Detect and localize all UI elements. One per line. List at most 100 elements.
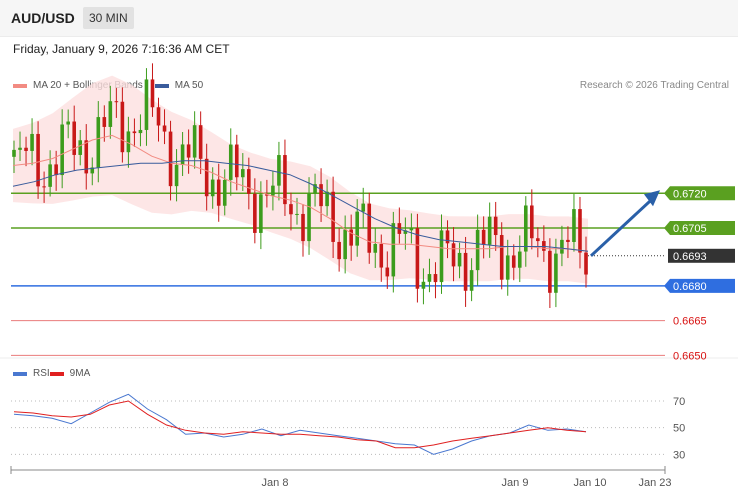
candle-body [241,169,245,178]
rsi-swatch [13,371,27,376]
candle-body [493,216,498,236]
candle-body [150,79,155,108]
candle-body [451,243,456,267]
candle-body [84,140,89,174]
candle-body [228,144,233,180]
candle-body [469,270,474,291]
candle-body [102,117,107,127]
candle-body [186,144,191,158]
candle-body [433,274,438,283]
rsi-legend: RSI 9MA [13,368,90,379]
candle-body [48,164,52,187]
candle-body [445,230,450,244]
ma9-swatch [49,371,64,376]
candle-body [523,205,528,252]
candle-body [60,124,64,176]
candle-body [554,253,558,293]
candle-body [463,252,468,291]
candle-body [337,241,341,260]
candle-body [168,131,173,187]
candle-body [114,101,119,103]
candle-body [216,179,221,206]
candle-body [439,230,444,283]
rsi-tick-label: 50 [673,423,685,435]
candle-body [343,229,347,260]
candle-body [247,169,251,194]
candle-body [277,155,281,186]
candle-body [283,155,287,205]
candle-body [566,239,570,242]
candle-body [319,184,323,207]
rsi-ma9-line [13,400,587,449]
candle-body [584,252,588,275]
x-tick-label: Jan 10 [573,477,606,489]
rsi-tick-label: 70 [673,396,685,408]
support-label: 0.6665 [673,316,707,328]
timestamp: Friday, January 9, 2026 7:16:36 AM CET [13,42,230,56]
forecast-arrow-shaft [589,198,654,257]
candle-body [174,164,179,187]
candle-body [379,244,384,268]
candle-body [542,241,546,251]
candle-body [72,121,77,155]
x-tick-label: Jan 9 [502,477,529,489]
resistance-tag-bg [664,221,735,235]
ma20-swatch [13,83,27,88]
rsi-legend-label: RSI [33,368,50,379]
candle-body [96,117,101,168]
support-label: 0.6650 [673,350,707,362]
x-tick-label: Jan 8 [262,477,289,489]
candle-body [373,244,378,253]
ma50-line [12,160,589,252]
candle-body [481,229,486,245]
candle-body [517,251,522,268]
credit-text: Research © 2026 Trading Central [579,80,729,91]
candle-body [301,213,305,242]
symbol-title: AUD/USD [11,10,75,26]
candle-body [511,255,516,268]
candle-body [138,129,143,134]
candle-body [24,147,28,151]
candle-body [126,131,131,153]
candle-body [42,186,46,188]
candle-body [331,191,335,242]
pivot-tag-text: 0.6680 [673,281,707,293]
candle-body [499,235,504,280]
ma20-line [12,134,589,252]
candle-body [210,179,215,197]
resistance-tag-text: 0.6705 [673,223,707,235]
candle-body [475,229,480,271]
rsi-line [13,393,587,455]
candle-body [204,158,209,197]
timeframe-badge[interactable]: 30 MIN [83,7,134,29]
candle-body [144,79,149,130]
candle-body [361,203,366,212]
candle-body [325,191,329,207]
current-price-tag-text: 0.6693 [673,251,707,263]
candle-body [18,147,22,150]
candle-body [198,125,203,159]
candle-body [78,140,83,155]
ma50-swatch [154,83,169,88]
pivot-tag-bg [664,278,735,293]
ma9-legend-label: 9MA [69,368,91,379]
candle-body [30,133,34,151]
candle-body [12,149,16,157]
candle-body [54,164,58,176]
chart-header: AUD/USD 30 MIN [0,0,738,37]
candle-body [222,179,227,206]
candle-body [367,203,372,253]
candle-body [536,238,540,242]
candle-body [307,193,311,242]
candle-body [391,223,396,277]
candle-body [415,228,420,289]
candle-body [403,230,408,234]
candle-body [355,211,359,246]
candle-body [349,229,353,246]
candle-body [295,213,299,215]
candle-body [289,204,293,215]
candle-body [548,250,552,293]
candle-body [234,144,239,178]
candle-body [578,209,582,253]
